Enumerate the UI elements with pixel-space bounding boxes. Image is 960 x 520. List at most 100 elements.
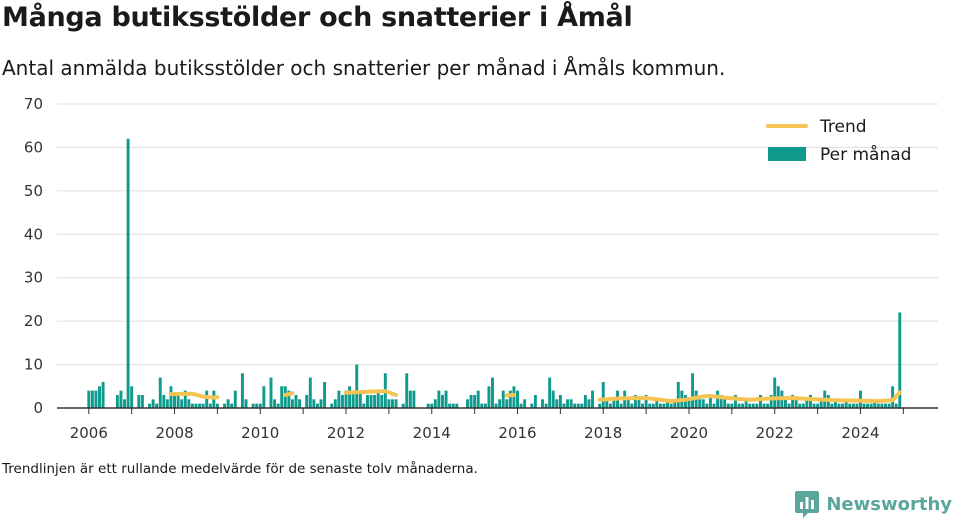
bar [315,403,319,408]
y-tick-label: 40 [24,225,43,243]
bar [94,390,98,408]
bar [483,403,487,408]
bar [183,390,187,408]
x-tick-label: 2006 [70,424,108,442]
bar [205,390,209,408]
bar [230,403,234,408]
bar [819,399,823,408]
bars-per-month [87,138,902,409]
bar [115,394,119,408]
bar [101,381,105,408]
bar [298,399,302,408]
bar [876,403,880,408]
bar [619,403,623,408]
bar [251,403,255,408]
bar [512,386,516,408]
bar [523,399,527,408]
bar [240,373,244,408]
bar [669,403,673,408]
y-tick-label: 50 [24,182,43,200]
bar-chart-icon [795,491,820,518]
bar [305,394,309,408]
bar [476,390,480,408]
bar [576,403,580,408]
trend-segment [283,391,295,397]
brand-name: Newsworthy [826,493,952,515]
bar [894,403,898,408]
bar [165,399,169,408]
bar [362,403,366,408]
brand-logo: Newsworthy [794,488,952,520]
bar [541,399,544,408]
bar [273,399,277,408]
bar [648,403,652,408]
bar [283,386,287,408]
bar [633,394,637,408]
x-tick-label: 2008 [155,424,193,442]
bar [873,399,877,408]
bar [673,399,677,408]
bar [755,403,759,408]
bar [333,399,337,408]
bar [869,403,873,408]
bar [394,399,398,408]
bar [233,390,237,408]
bar [208,403,212,408]
bar [223,403,227,408]
bar [737,403,741,408]
x-tick-label: 2010 [241,424,279,442]
bar [558,394,562,408]
bar [834,399,837,408]
bar [866,403,870,408]
bar [508,390,512,408]
bar [687,399,691,408]
bar [287,390,291,408]
bar [455,403,459,408]
bar [387,399,391,408]
x-tick-label: 2020 [670,424,708,442]
bar [587,399,591,408]
bar [340,394,344,408]
bar [691,373,695,408]
bar [741,403,745,408]
chart-subtitle: Antal anmälda butiksstölder och snatteri… [2,56,726,80]
footnote: Trendlinjen är ett rullande medelvärde f… [2,461,478,477]
bar [748,403,752,408]
bar [862,403,866,408]
bar [437,390,441,408]
grid-lines [57,103,938,366]
bar [573,403,577,408]
bar [562,403,566,408]
y-tick-label: 60 [24,138,43,156]
bar [516,390,519,408]
bar [812,403,816,408]
bar [190,403,194,408]
bar [148,403,151,408]
bar [551,390,555,408]
bar [566,399,569,408]
bar [119,390,123,408]
bar [323,381,327,408]
axes: 0 10 20 30 40 50 60 70 2006 2008 2010 2012 2014 2016 2… [24,95,938,442]
bar [87,390,91,408]
bar [90,390,94,408]
bar [605,399,609,408]
x-tick-label: 2012 [327,424,365,442]
bar [698,399,702,408]
y-tick-label: 30 [24,269,43,287]
bar [662,403,666,408]
bar [337,390,341,408]
bar [130,386,134,408]
bar [308,377,312,408]
bar [580,403,584,408]
bar [787,403,791,408]
bar [794,399,798,408]
y-tick-label: 10 [24,356,43,374]
bar [898,312,902,408]
x-tick-label: 2022 [756,424,794,442]
bar [412,390,416,408]
bar [816,403,820,408]
bar [766,403,770,408]
y-tick-label: 20 [24,312,43,330]
bar [401,403,405,408]
